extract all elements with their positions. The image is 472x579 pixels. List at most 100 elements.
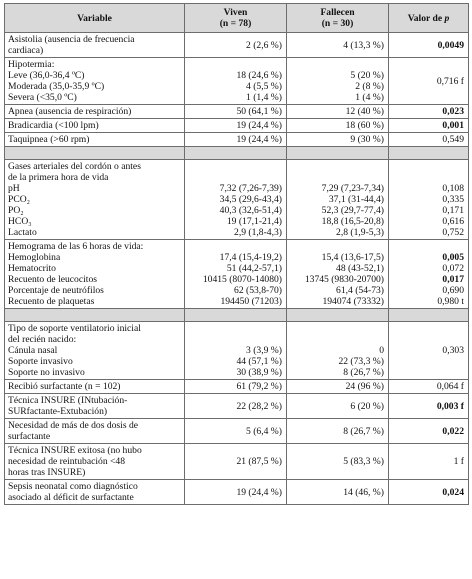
cell-line: 24 (96 %): [345, 381, 384, 392]
cell-line: Asistolia (ausencia de frecuencia: [8, 34, 135, 45]
cell-line: de la primera hora de vida: [8, 172, 109, 183]
cell-line: 194074 (73332): [322, 296, 384, 307]
cell-line: 0,752: [442, 227, 464, 238]
cell-line: 44 (57,1 %): [236, 356, 282, 367]
pvalue-cell: 0,716 f: [388, 57, 469, 105]
results-table: Variable Viven (n = 78) Fallecen (n = 30…: [4, 3, 469, 505]
table-row: Bradicardia (<100 lpm) 19 (24,4 %) 18 (60 …: [4, 118, 469, 133]
pvalue-text: 0,024: [442, 486, 464, 498]
cell-line: cardiaca): [8, 45, 44, 56]
cell-line: Recuento de leucocitos: [8, 274, 97, 285]
viven-cell: 2 (2,6 %): [184, 32, 287, 58]
cell-line: PO₂: [8, 205, 24, 216]
cell-line: Leve (36,0-36,4 ºC): [8, 70, 85, 81]
cell-line: Porcentaje de neutrófilos: [8, 285, 104, 296]
cell-line: 34,5 (29,6-43,4): [219, 194, 282, 205]
cell-line: 1 (1,4 %): [246, 92, 282, 103]
cell-line: ​: [188, 323, 282, 334]
cell-line: 51 (44,2-57,1): [226, 263, 282, 274]
viven-cell: 19 (24,4 %): [184, 132, 287, 147]
viven-cell: 50 (64,1 %): [184, 104, 287, 119]
section-separator: [4, 146, 469, 160]
cell-line: HCO₃: [8, 216, 32, 227]
table-row: Gases arteriales del cordón o antes de la…: [4, 159, 469, 240]
section-separator: [4, 308, 469, 322]
pvalue-cell: 0,024: [388, 479, 469, 505]
pvalue-text: 0,549: [442, 134, 464, 145]
fallecen-cell: 8 (26,7 %): [286, 418, 389, 444]
table-body: Asistolia (ausencia de frecuencia cardiac…: [4, 32, 469, 505]
cell-line: 0,690: [442, 285, 464, 296]
pvalue-text: 0,716 f: [436, 75, 464, 87]
pvalue-cell: 0,001: [388, 118, 469, 133]
cell-line: 194450 (71203): [220, 296, 282, 307]
cell-line: ​: [290, 241, 384, 252]
cell-line: Apnea (ausencia de respiración): [8, 106, 132, 117]
cell-line: 61,4 (54-73): [336, 285, 384, 296]
cell-line: necesidad de reintubación <48: [8, 456, 126, 467]
cell-line: 8 (26,7 %): [343, 367, 384, 378]
separator-cell: [184, 308, 287, 322]
fallecen-cell: 12 (40 %): [286, 104, 389, 119]
cell-line: 22 (28,2 %): [236, 400, 282, 412]
viven-cell: 19 (24,4 %): [184, 479, 287, 505]
cell-line: 22 (73,3 %): [338, 356, 384, 367]
header-fallecen: Fallecen (n = 30): [286, 3, 389, 33]
table-row: Hipotermia: Leve (36,0-36,4 ºC) Moderada (…: [4, 57, 469, 105]
fallecen-cell: ​​7,29 (7,23-7,34)37,1 (31-44,4)52,3 (29…: [286, 159, 389, 240]
cell-line: 0,980 t: [437, 296, 464, 307]
variable-cell: Hipotermia: Leve (36,0-36,4 ºC) Moderada (…: [4, 57, 185, 105]
variable-cell: Técnica INSURE (INtubación- SURfactante-E…: [4, 393, 185, 419]
cell-line: 19 (24,4 %): [236, 120, 282, 131]
cell-line: 62 (53,8-70): [234, 285, 282, 296]
pvalue-text: 0,303: [442, 345, 464, 356]
cell-line: 2 (8 %): [355, 81, 384, 92]
separator-cell: [286, 308, 389, 322]
cell-line: 0,108: [442, 183, 464, 194]
header-fallecen-label: Fallecen: [320, 7, 355, 18]
cell-line: Hematocrito: [8, 263, 56, 274]
fallecen-cell: 24 (96 %): [286, 379, 389, 394]
separator-cell: [184, 146, 287, 160]
cell-line: 3 (3,9 %): [246, 345, 282, 356]
cell-line: 2 (2,6 %): [246, 39, 282, 51]
cell-line: 0,005: [442, 252, 464, 263]
cell-line: 4 (13,3 %): [343, 39, 384, 51]
separator-cell: [286, 146, 389, 160]
cell-line: horas tras INSURE): [8, 467, 86, 478]
cell-line: Hemoglobina: [8, 252, 61, 263]
variable-cell: Apnea (ausencia de respiración): [4, 104, 185, 119]
variable-cell: Asistolia (ausencia de frecuencia cardiac…: [4, 32, 185, 58]
header-viven-n: (n = 78): [219, 18, 252, 29]
header-pvalue: Valor de p: [388, 3, 469, 33]
cell-line: pH: [8, 183, 20, 194]
variable-cell: Taquipnea (>60 rpm): [4, 132, 185, 147]
cell-line: Moderada (35,0-35,9 ºC): [8, 81, 105, 92]
cell-line: 48 (43-52,1): [336, 263, 384, 274]
cell-line: Soporte invasivo: [8, 356, 73, 367]
cell-line: 19 (24,4 %): [236, 134, 282, 145]
header-fallecen-n: (n = 30): [321, 18, 354, 29]
cell-line: 30 (38,9 %): [236, 367, 282, 378]
cell-line: ​: [290, 172, 384, 183]
cell-line: 17,4 (15,4-19,2): [219, 252, 282, 263]
cell-line: Técnica INSURE (INtubación-: [8, 395, 128, 406]
cell-line: 0,616: [442, 216, 464, 227]
variable-cell: Bradicardia (<100 lpm): [4, 118, 185, 133]
cell-line: Gases arteriales del cordón o antes: [8, 161, 141, 172]
cell-line: 8 (26,7 %): [343, 425, 384, 437]
cell-line: 4 (5,5 %): [246, 81, 282, 92]
table-row: Sepsis neonatal como diagnóstico asociado…: [4, 479, 469, 505]
cell-line: 5 (6,4 %): [246, 425, 282, 437]
pvalue-cell: 1 f: [388, 443, 469, 480]
viven-cell: 21 (87,5 %): [184, 443, 287, 480]
cell-line: 6 (20 %): [350, 400, 384, 412]
cell-line: 40,3 (32,6-51,4): [219, 205, 282, 216]
cell-line: 2,9 (1,8-4,3): [234, 227, 282, 238]
fallecen-cell: 4 (13,3 %): [286, 32, 389, 58]
cell-line: ​: [290, 161, 384, 172]
cell-line: 0: [379, 345, 384, 356]
cell-line: ​: [290, 59, 384, 70]
cell-line: 21 (87,5 %): [236, 456, 282, 467]
cell-line: 7,32 (7,26-7,39): [219, 183, 282, 194]
